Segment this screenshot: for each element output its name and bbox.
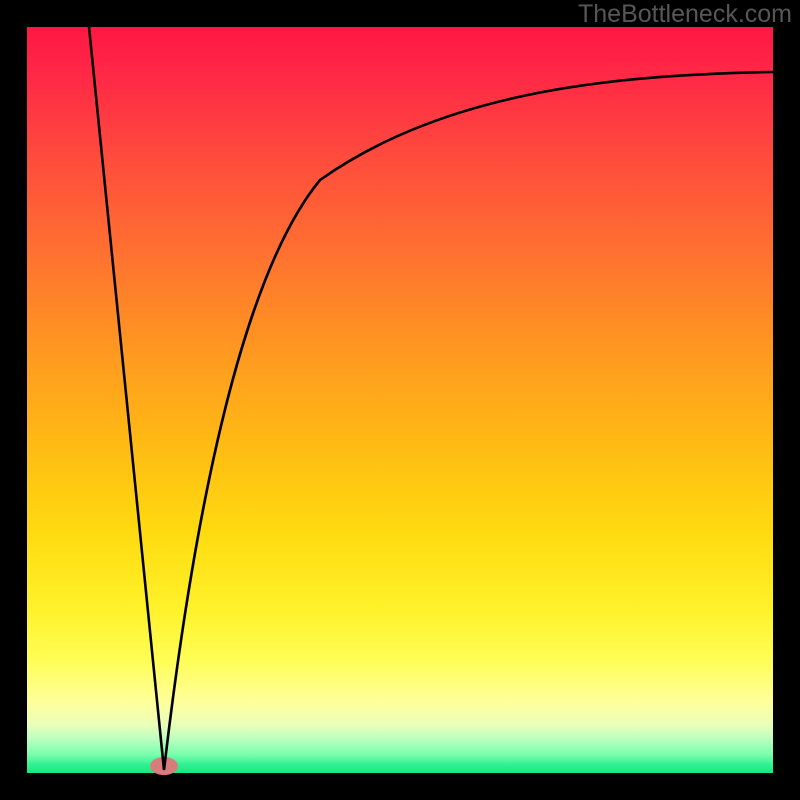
chart-container: TheBottleneck.com — [0, 0, 800, 800]
chart-svg — [0, 0, 800, 800]
watermark-text: TheBottleneck.com — [578, 0, 792, 29]
plot-area — [27, 27, 773, 773]
